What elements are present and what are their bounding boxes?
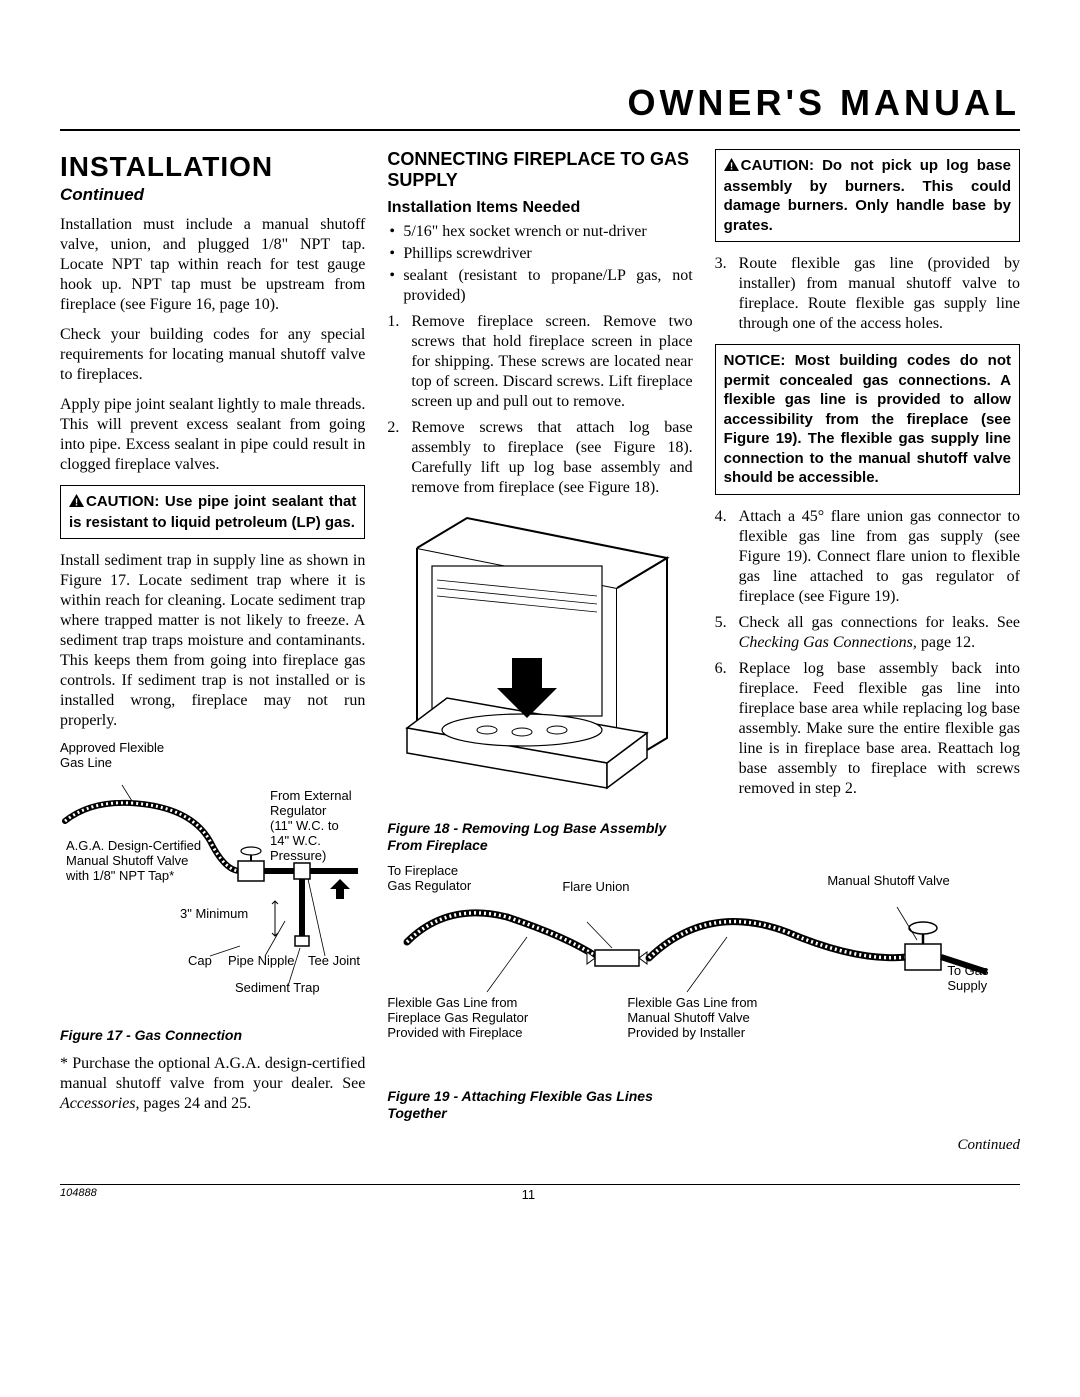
steps-col3b: Attach a 45° flare union gas connector t… [715,507,1020,799]
para-5: * Purchase the optional A.G.A. design-ce… [60,1054,365,1114]
figure-18-caption: Figure 18 - Removing Log Base Assembly F… [387,820,692,854]
column-2: CONNECTING FIREPLACE TO GAS SUPPLY Insta… [387,149,692,1132]
column-1: INSTALLATION Continued Installation must… [60,149,365,1132]
step-5c: page 12. [917,634,975,651]
fig19-toreg-label: To Fireplace Gas Regulator [387,864,471,894]
figure-19-caption: Figure 19 - Attaching Flexible Gas Lines… [387,1088,692,1122]
para-3: Apply pipe joint sealant lightly to male… [60,395,365,475]
figure-19-diagram: To Fireplace Gas Regulator Flare Union M… [387,864,1027,1084]
para-5c: , pages 24 and 25. [136,1095,252,1112]
figure-17-diagram: Approved Flexible Gas Line A.G.A. Design… [60,741,365,1021]
warning-icon: ! [724,157,739,177]
para-5b: Accessories [60,1095,136,1112]
fig19-supply-label: To Gas Supply [947,964,1027,994]
step-5: Check all gas connections for leaks. See… [715,613,1020,653]
fig19-msv-label: Manual Shutoff Valve [827,874,949,889]
fig17-ext-label: From External Regulator (11" W.C. to 14"… [270,789,352,864]
step-5a: Check all gas connections for leaks. See [739,614,1020,631]
content-columns: INSTALLATION Continued Installation must… [60,149,1020,1132]
page-number: 11 [522,1187,536,1203]
fig19-flare-label: Flare Union [562,880,629,895]
svg-text:!: ! [75,498,78,508]
warning-icon: ! [69,493,84,513]
step-2: Remove screws that attach log base assem… [387,418,692,498]
fig17-cap-label: Cap [188,954,212,969]
step-1: Remove fireplace screen. Remove two scre… [387,312,692,412]
header-title: OWNER'S MANUAL [60,80,1020,131]
fig17-nipple-label: Pipe Nipple [228,954,295,969]
section-title: INSTALLATION [60,149,365,184]
step-3: Route flexible gas line (provided by ins… [715,254,1020,334]
figure-17-caption: Figure 17 - Gas Connection [60,1027,365,1044]
figure-18-diagram [387,508,692,814]
notice-text: NOTICE: Most building codes do not permi… [724,352,1011,486]
continued-label: Continued [60,184,365,205]
connecting-heading: CONNECTING FIREPLACE TO GAS SUPPLY [387,149,692,190]
svg-text:!: ! [729,162,732,172]
steps-col3a: Route flexible gas line (provided by ins… [715,254,1020,334]
para-1: Installation must include a manual shuto… [60,215,365,315]
caution-box-2: ! CAUTION: Do not pick up log base assem… [715,149,1020,242]
bullet-item: 5/16" hex socket wrench or nut-driver [387,222,692,242]
doc-id: 104888 [60,1187,97,1201]
fig17-sediment-label: Sediment Trap [235,981,320,996]
steps-col2: Remove fireplace screen. Remove two scre… [387,312,692,498]
notice-box: NOTICE: Most building codes do not permi… [715,344,1020,495]
continued-bottom: Continued [60,1136,1020,1155]
fig17-tee-label: Tee Joint [308,954,360,969]
para-5a: * Purchase the optional A.G.A. design-ce… [60,1055,365,1092]
step-4: Attach a 45° flare union gas connector t… [715,507,1020,607]
bullet-item: sealant (resistant to propane/LP gas, no… [387,266,692,306]
step-6: Replace log base assembly back into fire… [715,659,1020,799]
fig17-shutoff-label: A.G.A. Design-Certified Manual Shutoff V… [66,839,201,884]
para-4: Install sediment trap in supply line as … [60,551,365,731]
caution-box-1: ! CAUTION: Use pipe joint sealant that i… [60,485,365,539]
caution-text-1: CAUTION: Use pipe joint sealant that is … [69,493,356,531]
caution-text-2: CAUTION: Do not pick up log base assembl… [724,157,1011,234]
items-needed-heading: Installation Items Needed [387,198,692,218]
page-footer: 104888 11 [60,1184,1020,1203]
para-2: Check your building codes for any specia… [60,325,365,385]
fireplace-svg [387,508,687,808]
fig19-flexa-label: Flexible Gas Line from Fireplace Gas Reg… [387,996,528,1041]
bullet-item: Phillips screwdriver [387,244,692,264]
step-5b: Checking Gas Connections, [739,634,917,651]
fig19-flexb-label: Flexible Gas Line from Manual Shutoff Va… [627,996,757,1041]
fig17-min-label: 3" Minimum [180,907,248,922]
fig17-flex-label: Approved Flexible Gas Line [60,741,164,771]
items-needed-list: 5/16" hex socket wrench or nut-driver Ph… [387,222,692,306]
